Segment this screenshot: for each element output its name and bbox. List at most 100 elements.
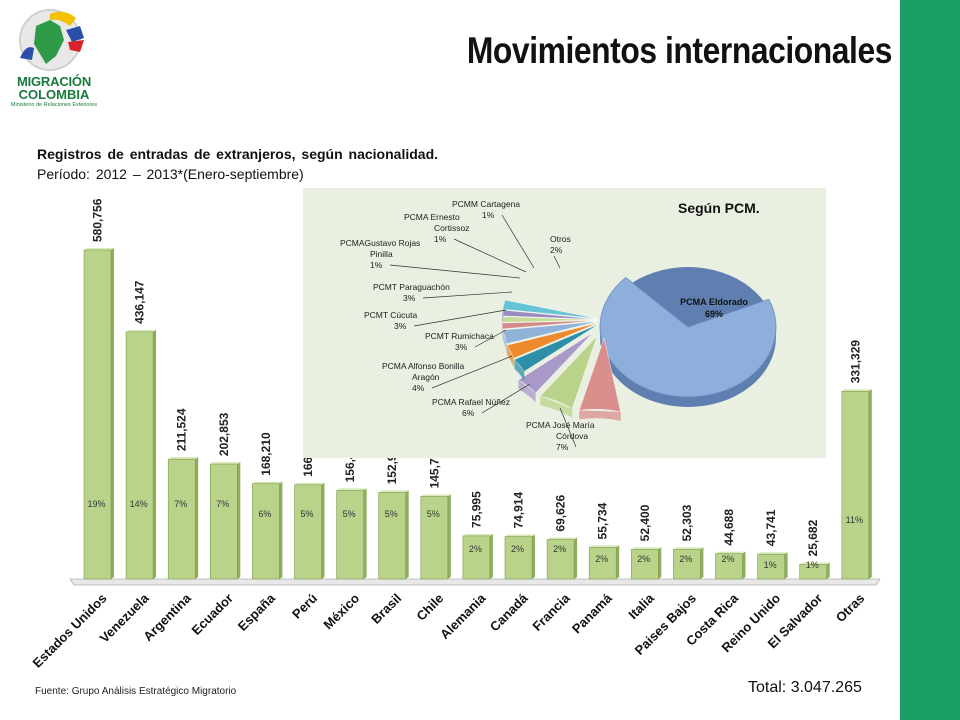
pie-slice-pct: 1% <box>434 234 447 244</box>
bar-top <box>757 552 788 555</box>
bar-side <box>742 551 746 579</box>
bar-percent-label: 5% <box>385 509 398 519</box>
bar-value-label: 55,734 <box>596 502 610 539</box>
pie-slice-label: PCMT Rumichaca <box>425 331 494 341</box>
bar-side <box>489 533 493 579</box>
bar-value-label: 25,682 <box>806 519 820 556</box>
pie-slice-pct: 1% <box>482 210 495 220</box>
bar-percent-label: 5% <box>343 509 356 519</box>
total-label: Total: 3.047.265 <box>748 679 862 696</box>
bar-top <box>126 329 157 332</box>
bar-top <box>799 562 830 565</box>
bar-top <box>378 490 409 493</box>
bar-percent-label: 7% <box>174 499 187 509</box>
source-note: Fuente: Grupo Análisis Estratégico Migra… <box>35 686 237 697</box>
chart-subtitle: Registros de entradas de extranjeros, se… <box>37 146 439 162</box>
bar-value-label: 168,210 <box>259 432 273 476</box>
bar-percent-label: 2% <box>595 554 608 564</box>
bar-méxico <box>336 490 364 580</box>
bar-percent-label: 2% <box>511 544 524 554</box>
bar-side <box>532 534 535 579</box>
pie-leader-line <box>481 383 531 414</box>
bar-panamá <box>588 547 617 580</box>
bar-percent-label: 14% <box>130 499 148 509</box>
bar-value-label: 52,303 <box>680 504 694 541</box>
pie-slice-depth <box>502 310 503 325</box>
x-tick-label: Chile <box>413 591 446 624</box>
x-tick-label: Brasil <box>368 591 404 627</box>
bar-top <box>841 389 872 392</box>
bar-estados-unidos <box>83 249 112 580</box>
pie-slice-pct: 1% <box>370 260 383 270</box>
bar-top <box>420 494 451 497</box>
pie-slice-pct: 6% <box>462 408 475 418</box>
x-tick-label: Estados Unidos <box>30 591 110 671</box>
bar-canadá <box>504 536 533 580</box>
bar-top <box>84 248 114 250</box>
bar-percent-label: 2% <box>679 554 692 564</box>
x-tick-label: México <box>320 590 362 632</box>
bar-el-salvador <box>799 564 828 580</box>
bar-percent-label: 2% <box>637 554 650 564</box>
pie-slice-depth <box>502 323 503 338</box>
pie-slice <box>506 322 598 359</box>
bar-side <box>321 482 325 579</box>
pie-label-eldorado: PCMA Eldorado <box>680 297 748 307</box>
pie-slice-label: Córdova <box>556 431 588 441</box>
bar-value-label: 331,329 <box>848 340 862 384</box>
pie-slice-label: Aragón <box>412 372 440 382</box>
pie-slice-label: Cortissoz <box>434 223 469 233</box>
bar-top <box>673 547 704 550</box>
pie-slice-label: PCMA Ernesto <box>404 212 460 222</box>
pie-leader-line <box>422 291 513 299</box>
pie-slice-depth <box>518 379 536 403</box>
bar-chile <box>420 496 449 580</box>
pie-slice-label: PCMT Cúcuta <box>364 310 417 320</box>
bar-top <box>336 488 367 491</box>
bar-value-label: 580,756 <box>91 198 105 242</box>
bar-top <box>589 545 620 548</box>
bar-value-label: 43,741 <box>764 509 778 546</box>
bar-top <box>505 534 535 537</box>
bar-percent-label: 7% <box>216 499 229 509</box>
pie-leader-line <box>453 238 527 273</box>
bar-percent-label: 5% <box>427 509 440 519</box>
side-accent-bar <box>900 0 960 720</box>
bar-percent-label: 19% <box>87 499 105 509</box>
bar-value-label: 202,853 <box>217 412 231 456</box>
pie-slice-label: PCMA Rafael Núñez <box>432 397 510 407</box>
bar-percent-label: 1% <box>806 560 819 570</box>
logo-text-migracion: MIGRACIÓN <box>16 74 92 89</box>
x-tick-label: Ecuador <box>189 591 236 638</box>
bar-percent-label: 2% <box>469 544 482 554</box>
bar-top <box>210 462 241 465</box>
pie-slice-label: PCMA José María <box>526 420 595 430</box>
bar-percent-label: 5% <box>300 509 313 519</box>
bar-top <box>168 457 199 460</box>
bar-italia <box>630 549 659 580</box>
bar-francia <box>546 539 575 580</box>
bar-side <box>111 248 114 579</box>
pie-slice-label: PCMT Paraguachón <box>373 282 450 292</box>
bar-top <box>294 482 325 485</box>
bar-reino-unido <box>757 553 785 580</box>
bar-percent-label: 1% <box>764 560 777 570</box>
bar-value-label: 44,688 <box>722 509 736 546</box>
pie-slice <box>502 321 598 345</box>
x-tick-label: Canadá <box>487 590 531 634</box>
bar-argentina <box>167 458 196 580</box>
pie-slice <box>518 332 593 394</box>
pie-slice-depth <box>506 345 514 368</box>
bar-side <box>279 481 283 579</box>
x-tick-label: Otras <box>833 591 868 626</box>
logo-text-colombia: COLOMBIA <box>18 87 90 102</box>
bar-value-label: 75,995 <box>469 491 483 528</box>
pie-slice-depth <box>502 299 506 319</box>
pie-leader-line <box>553 255 561 269</box>
x-tick-label: Italia <box>625 590 657 622</box>
page-title: Movimientos internacionales <box>466 30 893 71</box>
bar-españa <box>252 483 280 580</box>
pie-leader-line <box>413 309 507 327</box>
pie-slice-label: PCMM Cartagena <box>452 199 520 209</box>
bar-venezuela <box>125 331 154 580</box>
